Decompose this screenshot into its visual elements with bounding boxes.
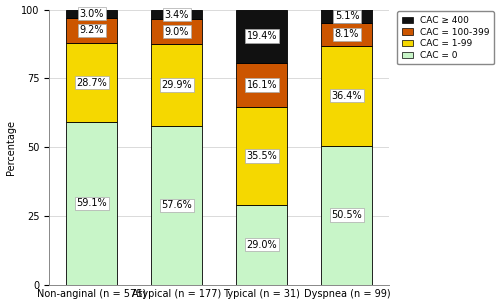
Bar: [152, 19, 202, 44]
Text: 9.2%: 9.2%: [80, 25, 104, 35]
Bar: [322, 23, 372, 45]
Text: 9.0%: 9.0%: [164, 27, 189, 37]
Bar: [66, 9, 118, 18]
Text: 59.1%: 59.1%: [76, 198, 107, 208]
Bar: [66, 122, 118, 285]
Text: 3.0%: 3.0%: [80, 9, 104, 19]
Bar: [66, 43, 118, 122]
Legend: CAC ≥ 400, CAC = 100-399, CAC = 1-99, CAC = 0: CAC ≥ 400, CAC = 100-399, CAC = 1-99, CA…: [398, 11, 494, 64]
Bar: [236, 9, 288, 63]
Bar: [152, 126, 202, 285]
Bar: [322, 146, 372, 285]
Text: 28.7%: 28.7%: [76, 77, 107, 88]
Bar: [236, 205, 288, 285]
Text: 16.1%: 16.1%: [246, 80, 277, 90]
Text: 19.4%: 19.4%: [246, 31, 277, 41]
Text: 36.4%: 36.4%: [332, 91, 362, 101]
Text: 3.4%: 3.4%: [164, 9, 189, 20]
Text: 50.5%: 50.5%: [332, 210, 362, 220]
Bar: [152, 44, 202, 126]
Text: 8.1%: 8.1%: [335, 30, 359, 39]
Bar: [236, 107, 288, 205]
Bar: [236, 63, 288, 107]
Y-axis label: Percentage: Percentage: [6, 120, 16, 174]
Text: 5.1%: 5.1%: [334, 11, 359, 21]
Text: 29.0%: 29.0%: [246, 240, 277, 250]
Text: 57.6%: 57.6%: [162, 200, 192, 210]
Bar: [322, 45, 372, 146]
Bar: [322, 9, 372, 23]
Bar: [66, 18, 118, 43]
Text: 29.9%: 29.9%: [162, 80, 192, 90]
Bar: [152, 10, 202, 19]
Text: 35.5%: 35.5%: [246, 151, 277, 161]
